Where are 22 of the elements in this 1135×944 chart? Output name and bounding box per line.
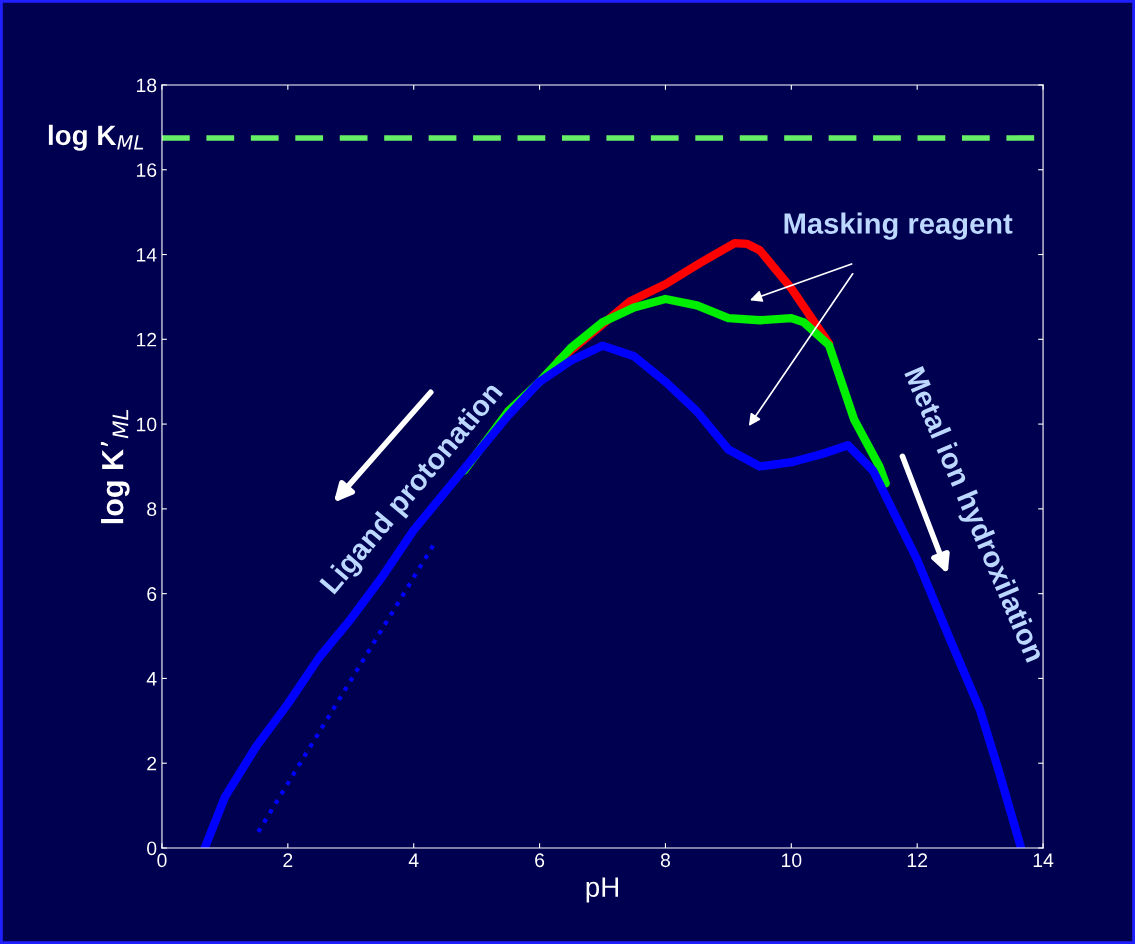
x-axis-title: pH bbox=[586, 877, 618, 903]
x-tick-label: 4 bbox=[408, 853, 419, 867]
y-tick-label: 4 bbox=[146, 672, 157, 686]
x-tick-label: 6 bbox=[535, 853, 545, 868]
y-axis-title: log K’$_{ML}$ bbox=[100, 409, 130, 524]
y-tick-label: 14 bbox=[136, 248, 157, 262]
y-tick-label: 12 bbox=[136, 332, 157, 347]
x-tick-label: 10 bbox=[781, 853, 802, 868]
y-tick-label: 2 bbox=[147, 756, 157, 771]
x-tick-label: 2 bbox=[283, 853, 293, 867]
x-tick-label: 8 bbox=[660, 853, 671, 868]
y-tick-label: 18 bbox=[136, 78, 157, 93]
annotation: Masking reagent bbox=[784, 212, 1013, 240]
y-tick-label: 10 bbox=[136, 417, 157, 432]
y-tick-label: 6 bbox=[147, 587, 157, 601]
x-tick-label: 12 bbox=[907, 853, 928, 867]
y-tick-label: 0 bbox=[147, 841, 157, 856]
x-tick-label: 14 bbox=[1033, 853, 1054, 867]
y-tick-label: 16 bbox=[136, 163, 157, 177]
ref-line-label: log K$_{ML}$ bbox=[48, 124, 144, 151]
x-tick-label: 0 bbox=[157, 853, 167, 868]
y-tick-label: 8 bbox=[147, 502, 157, 517]
